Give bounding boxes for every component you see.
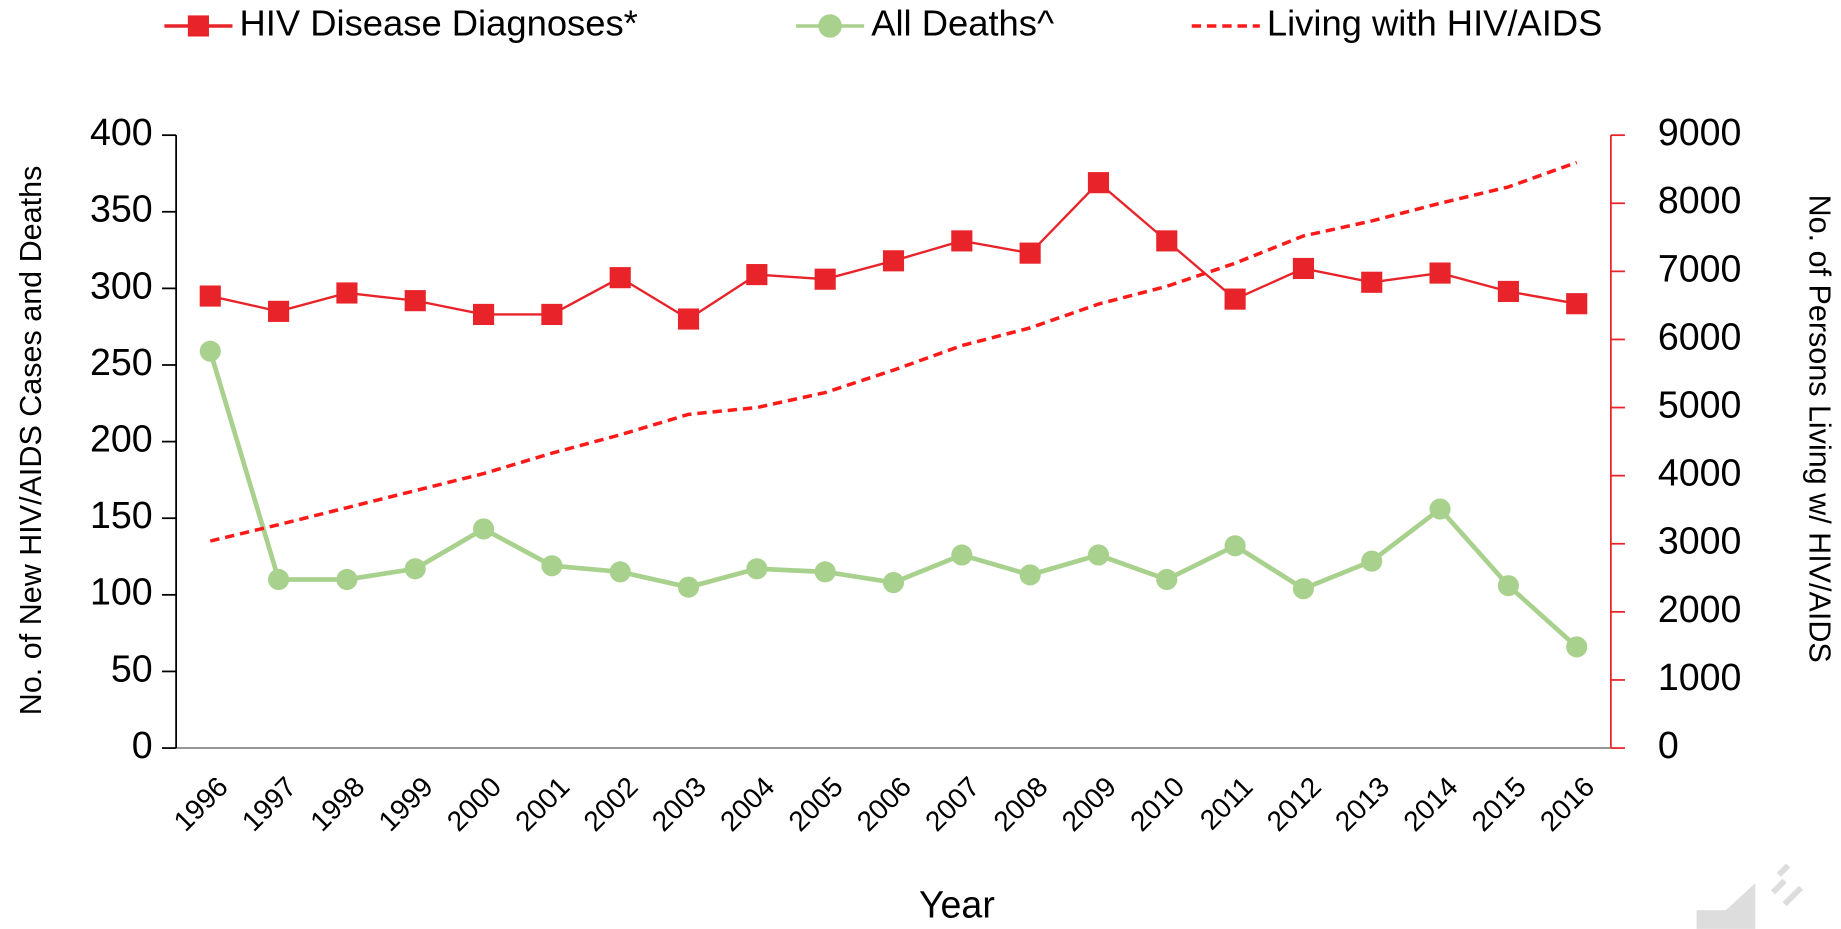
- y-tick-label: 150: [90, 494, 153, 536]
- point: [746, 558, 768, 580]
- x-tick-label: 2009: [1055, 770, 1122, 837]
- x-tick-label: 2001: [509, 770, 576, 837]
- x-tick-label: 2016: [1533, 770, 1600, 837]
- point: [541, 303, 563, 325]
- y-axis-title: No. of New HIV/AIDS Cases and Deaths: [14, 166, 48, 716]
- point: [1224, 288, 1246, 310]
- point: [1156, 230, 1178, 252]
- y2-tick-label: 1000: [1658, 656, 1742, 698]
- point: [882, 572, 905, 594]
- y2-tick-label: 8000: [1658, 179, 1742, 221]
- point: [814, 268, 836, 290]
- point: [951, 544, 973, 566]
- y2-tick-label: 4000: [1658, 452, 1742, 494]
- point: [541, 555, 563, 577]
- legend-marker: [818, 14, 842, 38]
- y2-tick-label: 3000: [1658, 520, 1742, 562]
- series-line: [209, 160, 1578, 543]
- point: [336, 568, 358, 591]
- point: [404, 290, 426, 312]
- point: [404, 558, 426, 580]
- y2-tick-label: 9000: [1658, 111, 1742, 153]
- point: [1361, 271, 1383, 293]
- point: [199, 340, 221, 362]
- y-tick-label: 50: [111, 647, 153, 689]
- y2-tick-label: 2000: [1658, 588, 1742, 630]
- point: [268, 568, 290, 591]
- legend-marker: [187, 15, 209, 37]
- point: [609, 267, 631, 289]
- y2-tick-label: 0: [1658, 724, 1679, 766]
- x-tick-label: 2010: [1123, 770, 1190, 837]
- x-tick-label: 2002: [577, 770, 644, 837]
- point: [609, 561, 631, 583]
- x-tick-label: 2015: [1465, 770, 1532, 837]
- point: [199, 285, 221, 307]
- point: [472, 518, 495, 540]
- y-tick-label: 350: [90, 188, 153, 230]
- point: [1429, 262, 1451, 284]
- legend-label: All Deaths^: [871, 3, 1054, 44]
- point: [1361, 550, 1383, 572]
- y-tick-label: 0: [132, 724, 153, 766]
- point: [1566, 636, 1588, 658]
- x-tick-label: 2004: [714, 770, 781, 837]
- point: [677, 576, 700, 598]
- x-tick-label: 2011: [1193, 770, 1258, 835]
- y-tick-label: 300: [90, 264, 153, 306]
- x-tick-label: 2005: [782, 770, 849, 837]
- y2-tick-label: 7000: [1658, 247, 1742, 289]
- point: [1019, 564, 1041, 586]
- y-tick-label: 250: [90, 341, 153, 383]
- speaker-icon[interactable]: [1696, 863, 1804, 929]
- legend-label: HIV Disease Diagnoses*: [240, 3, 638, 44]
- point: [1566, 293, 1588, 315]
- x-tick-label: 1997: [235, 770, 302, 837]
- y-tick-label: 100: [90, 571, 153, 613]
- point: [1087, 544, 1110, 566]
- point: [882, 250, 905, 272]
- point: [746, 264, 768, 286]
- x-tick-label: 2012: [1260, 770, 1327, 837]
- x-tick-label: 2014: [1397, 770, 1464, 837]
- point: [951, 230, 973, 252]
- x-tick-label: 1998: [304, 770, 371, 837]
- point: [1497, 575, 1519, 597]
- point: [1497, 280, 1519, 303]
- x-tick-label: 2007: [918, 770, 985, 837]
- legend-label: Living with HIV/AIDS: [1267, 3, 1603, 44]
- x-tick-label: 2013: [1328, 770, 1395, 837]
- x-tick-label: 2006: [850, 770, 917, 837]
- x-tick-label: 2008: [987, 770, 1054, 837]
- point: [336, 282, 358, 304]
- point: [677, 308, 700, 330]
- x-tick-label: 2003: [645, 770, 712, 837]
- point: [1087, 172, 1110, 194]
- x-tick-label: 1999: [372, 770, 439, 837]
- point: [1156, 568, 1178, 591]
- point: [1019, 242, 1041, 264]
- x-axis-title: Year: [919, 884, 995, 926]
- point: [472, 303, 495, 325]
- point: [814, 561, 836, 583]
- y-tick-label: 200: [90, 418, 153, 460]
- point: [268, 300, 290, 322]
- y2-tick-label: 6000: [1658, 315, 1742, 357]
- y-tick-label: 400: [90, 111, 153, 153]
- x-tick-label: 2000: [440, 770, 507, 837]
- y2-axis-title: No. of Persons Living w/ HIV/AIDS: [1802, 195, 1836, 663]
- x-tick-label: 1996: [167, 770, 234, 837]
- point: [1224, 535, 1246, 557]
- point: [1292, 578, 1314, 600]
- point: [1429, 498, 1451, 520]
- point: [1292, 257, 1314, 280]
- y2-tick-label: 5000: [1658, 383, 1742, 425]
- series-line: [208, 350, 1579, 649]
